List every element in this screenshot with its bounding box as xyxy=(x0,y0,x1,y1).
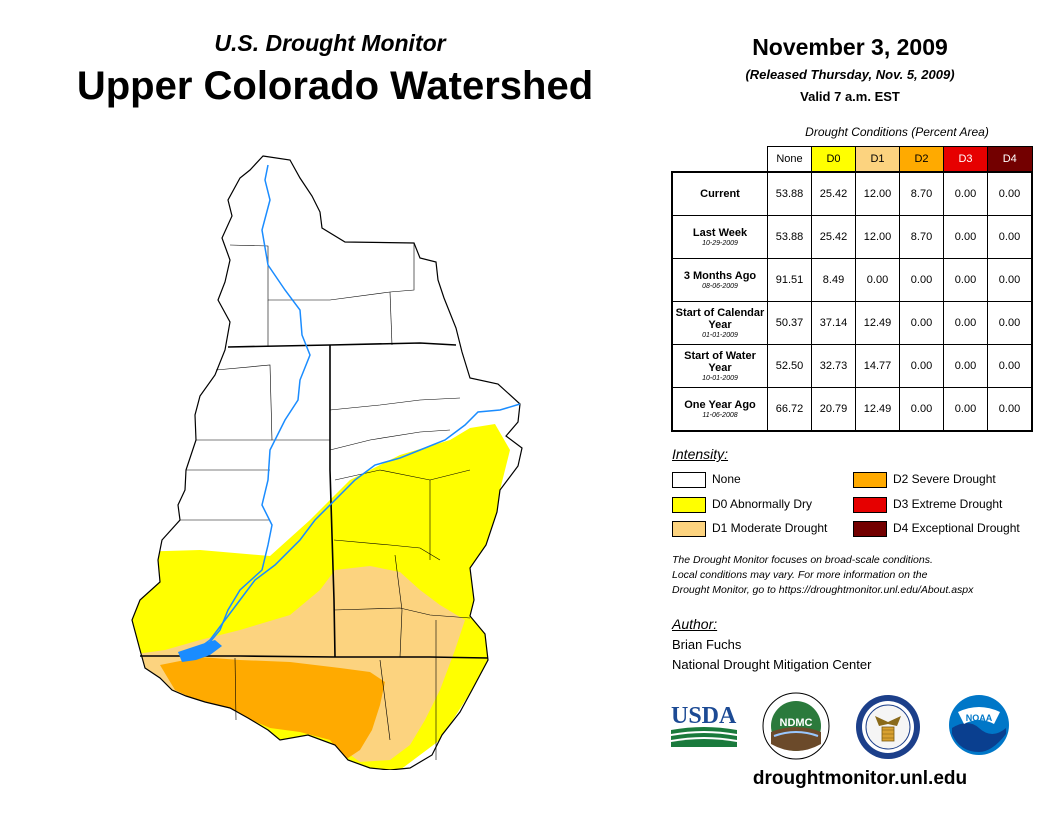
table-cell: 0.00 xyxy=(943,171,988,216)
table-cell: 32.73 xyxy=(811,344,856,388)
drought-monitor-note: The Drought Monitor focuses on broad-sca… xyxy=(672,554,974,596)
table-row: Last Week 10-29-2009 53.88 25.42 12.00 8.… xyxy=(671,215,1033,259)
valid-time: Valid 7 a.m. EST xyxy=(800,89,900,104)
table-cell: 12.49 xyxy=(855,301,900,345)
legend-item-d2: D2 Severe Drought xyxy=(853,471,996,488)
table-row: Current 53.88 25.42 12.00 8.70 0.00 0.00 xyxy=(671,171,1033,216)
legend-swatch xyxy=(672,496,706,513)
col-d3: D3 xyxy=(943,146,988,173)
col-none: None xyxy=(767,146,812,173)
table-cell: 50.37 xyxy=(767,301,812,345)
table-cell: 20.79 xyxy=(811,387,856,432)
row-label: Start of Calendar Year xyxy=(675,306,765,331)
table-cell: 53.88 xyxy=(767,215,812,259)
legend-swatch xyxy=(853,471,887,488)
map-title: Upper Colorado Watershed xyxy=(76,64,594,108)
table-cell: 0.00 xyxy=(987,215,1033,259)
table-cell: 0.00 xyxy=(943,387,988,432)
table-row: Start of Water Year 10-01-2009 52.50 32.7… xyxy=(671,344,1033,388)
table-cell: 0.00 xyxy=(943,301,988,345)
table-cell: 0.00 xyxy=(987,301,1033,345)
table-cell: 0.00 xyxy=(943,344,988,388)
row-label: Current xyxy=(700,188,740,200)
table-cell: 12.49 xyxy=(855,387,900,432)
table-cell: 12.00 xyxy=(855,215,900,259)
table-cell: 12.00 xyxy=(855,171,900,216)
svg-text:NDMC: NDMC xyxy=(780,717,813,729)
legend-item-d1: D1 Moderate Drought xyxy=(672,520,827,537)
row-date: 10-29-2009 xyxy=(702,239,738,247)
svg-text:USDA: USDA xyxy=(671,703,737,729)
table-cell: 0.00 xyxy=(899,301,944,345)
svg-text:NOAA: NOAA xyxy=(966,713,993,723)
table-cell: 53.88 xyxy=(767,171,812,216)
table-cell: 25.42 xyxy=(811,215,856,259)
table-cell: 0.00 xyxy=(899,344,944,388)
table-cell: 0.00 xyxy=(899,258,944,302)
legend-swatch xyxy=(853,496,887,513)
commerce-seal-logo xyxy=(856,695,920,759)
author-org: National Drought Mitigation Center xyxy=(672,657,872,672)
row-date: 10-01-2009 xyxy=(702,374,738,382)
table-cell: 66.72 xyxy=(767,387,812,432)
release-date: (Released Thursday, Nov. 5, 2009) xyxy=(745,67,955,82)
map-date: November 3, 2009 xyxy=(752,34,948,60)
col-d1: D1 xyxy=(855,146,900,173)
author-name: Brian Fuchs xyxy=(672,637,742,652)
row-date: 08-06-2009 xyxy=(702,282,738,290)
legend-item-none: None xyxy=(672,471,741,488)
legend-item-d0: D0 Abnormally Dry xyxy=(672,496,812,513)
col-d4: D4 xyxy=(987,146,1033,173)
watershed-map xyxy=(131,155,523,770)
legend-item-d3: D3 Extreme Drought xyxy=(853,496,1002,513)
row-label: Last Week xyxy=(692,226,748,239)
table-cell: 14.77 xyxy=(855,344,900,388)
row-label: One Year Ago xyxy=(684,398,756,411)
table-cell: 52.50 xyxy=(767,344,812,388)
row-date: 11-06-2008 xyxy=(702,411,738,419)
lake-powell xyxy=(178,640,222,662)
green-river xyxy=(184,164,311,659)
table-row: One Year Ago 11-06-2008 66.72 20.79 12.49… xyxy=(671,387,1033,432)
row-label: 3 Months Ago xyxy=(683,269,757,282)
colorado-river xyxy=(189,403,521,656)
table-cell: 91.51 xyxy=(767,258,812,302)
table-cell: 0.00 xyxy=(899,387,944,432)
col-d2: D2 xyxy=(899,146,944,173)
author-title: Author: xyxy=(672,616,718,632)
row-date: 01-01-2009 xyxy=(702,331,738,339)
drought-conditions-table: None D0 D1 D2 D3 D4 Current 53.88 25.42 … xyxy=(671,146,1033,432)
table-row: 3 Months Ago 08-06-2009 91.51 8.49 0.00 0… xyxy=(671,258,1033,302)
ndmc-logo: NDMC xyxy=(762,692,830,760)
table-cell: 0.00 xyxy=(943,215,988,259)
table-cell: 0.00 xyxy=(943,258,988,302)
table-cell: 0.00 xyxy=(987,171,1033,216)
table-caption: Drought Conditions (Percent Area) xyxy=(805,125,989,139)
legend-swatch xyxy=(672,520,706,537)
col-d0: D0 xyxy=(811,146,856,173)
table-cell: 8.70 xyxy=(899,171,944,216)
table-cell: 25.42 xyxy=(811,171,856,216)
legend-item-d4: D4 Exceptional Drought xyxy=(853,520,1020,537)
table-cell: 37.14 xyxy=(811,301,856,345)
table-cell: 0.00 xyxy=(987,258,1033,302)
usda-logo: USDA xyxy=(671,703,737,747)
legend-swatch xyxy=(672,471,706,488)
table-cell: 8.70 xyxy=(899,215,944,259)
table-cell: 0.00 xyxy=(855,258,900,302)
legend-title: Intensity: xyxy=(672,446,729,462)
map-subtitle: U.S. Drought Monitor xyxy=(214,30,446,56)
table-row: Start of Calendar Year 01-01-2009 50.37 3… xyxy=(671,301,1033,345)
table-cell: 8.49 xyxy=(811,258,856,302)
table-cell: 0.00 xyxy=(987,387,1033,432)
table-cell: 0.00 xyxy=(987,344,1033,388)
website-link[interactable]: droughtmonitor.unl.edu xyxy=(752,768,968,789)
d2-region xyxy=(160,657,385,760)
noaa-logo: NOAA xyxy=(949,695,1009,755)
row-label: Start of Water Year xyxy=(684,349,756,374)
legend-swatch xyxy=(853,520,887,537)
